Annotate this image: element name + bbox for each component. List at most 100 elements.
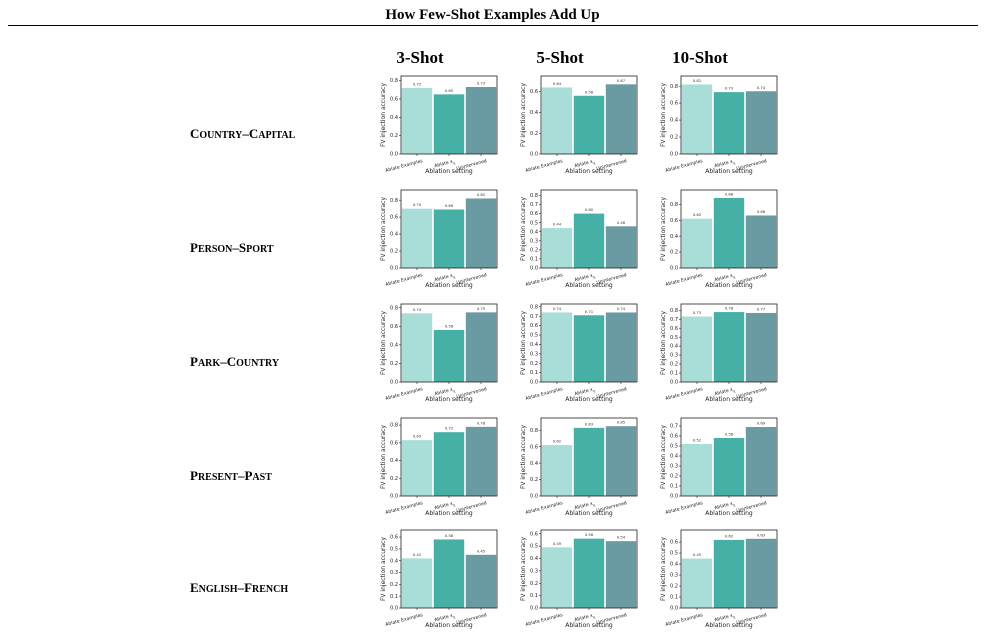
bar-value-label-english-french-10-shot-1: 0.45 [693,552,702,557]
y-tick-label-country-capital-3-shot: 0.6 [390,97,398,103]
y-axis-label-present-past-3-shot: FV injection accuracy [380,425,387,490]
y-tick-label-person-sport-3-shot: 0.0 [390,266,398,272]
bar-value-label-person-sport-3-shot-3: 0.82 [477,192,486,197]
y-tick-label-country-capital-10-shot: 0.6 [670,101,678,107]
y-tick-label-person-sport-3-shot: 0.6 [390,215,398,221]
y-tick-label-person-sport-10-shot: 0.6 [670,218,678,224]
y-tick-label-present-past-10-shot: 0.5 [670,444,678,450]
bar-park-country-5-shot-3 [605,312,637,382]
y-tick-label-english-french-10-shot: 0.4 [670,562,678,568]
y-tick-label-present-past-10-shot: 0.3 [670,464,678,470]
y-tick-label-english-french-10-shot: 0.3 [670,573,678,579]
y-tick-label-park-country-5-shot: 0.0 [530,380,538,386]
y-tick-label-country-capital-5-shot: 0.2 [530,131,538,137]
bar-country-capital-3-shot-3 [465,87,497,154]
bar-value-label-park-country-5-shot-2: 0.71 [585,309,594,314]
y-tick-label-english-french-10-shot: 0.0 [670,606,678,612]
bar-person-sport-10-shot-1 [681,218,713,268]
bar-country-capital-5-shot-1 [541,87,573,154]
bar-value-label-english-french-3-shot-2: 0.58 [445,533,454,538]
y-tick-label-present-past-10-shot: 0.2 [670,474,678,480]
x-axis-label-present-past-5-shot: Ablation setting [565,510,613,517]
bar-value-label-country-capital-5-shot-1: 0.64 [553,81,562,86]
bar-value-label-present-past-10-shot-2: 0.58 [725,432,734,437]
bar-value-label-present-past-10-shot-1: 0.52 [693,438,702,443]
bar-value-label-park-country-10-shot-1: 0.73 [693,310,702,315]
y-tick-label-park-country-5-shot: 0.4 [530,342,538,348]
y-tick-label-country-capital-3-shot: 0.2 [390,133,398,139]
y-tick-label-country-capital-5-shot: 0.4 [530,110,538,116]
bar-country-capital-10-shot-2 [713,92,745,154]
x-tick-label-english-french-5-shot: Ablate Examples [525,612,564,628]
y-axis-label-park-country-5-shot: FV injection accuracy [520,311,527,376]
bar-present-past-5-shot-1 [541,445,573,496]
bar-value-label-present-past-5-shot-2: 0.83 [585,421,594,426]
y-tick-label-english-french-5-shot: 0.1 [530,593,538,599]
x-axis-label-park-country-10-shot: Ablation setting [705,396,753,403]
y-tick-label-person-sport-10-shot: 0.0 [670,266,678,272]
y-tick-label-person-sport-5-shot: 0.1 [530,257,538,263]
x-axis-label-present-past-3-shot: Ablation setting [425,510,473,517]
y-tick-label-park-country-5-shot: 0.2 [530,361,538,367]
bar-country-capital-3-shot-2 [433,94,465,154]
y-tick-label-person-sport-10-shot: 0.2 [670,250,678,256]
y-tick-label-person-sport-3-shot: 0.4 [390,232,398,238]
y-axis-label-country-capital-10-shot: FV injection accuracy [660,83,667,148]
bar-value-label-present-past-3-shot-1: 0.63 [413,434,422,439]
bar-value-label-country-capital-5-shot-2: 0.56 [585,89,594,94]
y-axis-label-park-country-10-shot: FV injection accuracy [660,311,667,376]
y-tick-label-park-country-3-shot: 0.8 [390,305,398,311]
x-axis-label-park-country-3-shot: Ablation setting [425,396,473,403]
bar-value-label-person-sport-5-shot-2: 0.60 [585,207,594,212]
bar-value-label-person-sport-5-shot-3: 0.46 [617,220,626,225]
bar-value-label-country-capital-5-shot-3: 0.67 [617,78,626,83]
row-label-english-french: ENGLISH–FRENCH [190,580,289,595]
y-tick-label-country-capital-10-shot: 0.4 [670,118,678,124]
y-tick-label-person-sport-10-shot: 0.4 [670,234,678,240]
x-tick-label-english-french-10-shot: Ablate Examples [665,612,704,628]
bar-english-french-3-shot-2 [433,539,465,608]
bar-value-label-present-past-10-shot-3: 0.69 [757,421,766,426]
y-tick-label-english-french-5-shot: 0.2 [530,581,538,587]
bar-person-sport-5-shot-1 [541,228,573,268]
x-tick-label-park-country-10-shot: Ablate Examples [665,386,704,402]
y-tick-label-present-past-5-shot: 0.2 [530,477,538,483]
y-tick-label-present-past-5-shot: 0.8 [530,428,538,434]
bar-value-label-park-country-5-shot-3: 0.74 [617,306,626,311]
y-tick-label-park-country-5-shot: 0.3 [530,351,538,357]
y-tick-label-country-capital-3-shot: 0.0 [390,152,398,158]
x-axis-label-country-capital-5-shot: Ablation setting [565,168,613,175]
y-tick-label-english-french-3-shot: 0.5 [390,547,398,553]
bar-value-label-country-capital-3-shot-3: 0.73 [477,81,486,86]
y-tick-label-english-french-5-shot: 0.4 [530,556,538,562]
bar-person-sport-3-shot-1 [401,208,433,268]
y-tick-label-person-sport-5-shot: 0.4 [530,229,538,235]
y-axis-label-english-french-5-shot: FV injection accuracy [520,537,527,602]
y-axis-label-park-country-3-shot: FV injection accuracy [380,311,387,376]
y-tick-label-present-past-3-shot: 0.6 [390,440,398,446]
row-label-country-capital: COUNTRY–CAPITAL [190,126,296,141]
bar-english-french-5-shot-2 [573,538,605,608]
x-tick-label-english-french-3-shot: Ablate Examples [385,612,424,628]
y-tick-label-park-country-3-shot: 0.0 [390,380,398,386]
y-tick-label-present-past-3-shot: 0.8 [390,423,398,429]
y-tick-label-present-past-3-shot: 0.0 [390,494,398,500]
y-tick-label-english-french-5-shot: 0.3 [530,568,538,574]
bar-present-past-3-shot-1 [401,440,433,496]
bar-english-french-10-shot-3 [745,538,777,608]
bar-value-label-country-capital-3-shot-1: 0.72 [413,81,422,86]
x-tick-label-present-past-5-shot: Ablate Examples [525,500,564,516]
y-axis-label-present-past-10-shot: FV injection accuracy [660,425,667,490]
y-tick-label-park-country-10-shot: 0.8 [670,308,678,314]
x-tick-label-person-sport-10-shot: Ablate Examples [665,272,704,288]
y-tick-label-person-sport-5-shot: 0.6 [530,211,538,217]
bar-value-label-park-country-10-shot-3: 0.77 [757,306,766,311]
bar-park-country-5-shot-1 [541,312,573,382]
x-tick-label-present-past-10-shot: Ablate Examples [665,500,704,516]
y-tick-label-park-country-10-shot: 0.6 [670,326,678,332]
y-tick-label-person-sport-5-shot: 0.5 [530,220,538,226]
y-tick-label-park-country-5-shot: 0.7 [530,314,538,320]
y-tick-label-english-french-5-shot: 0.6 [530,531,538,537]
bar-country-capital-3-shot-1 [401,87,433,154]
